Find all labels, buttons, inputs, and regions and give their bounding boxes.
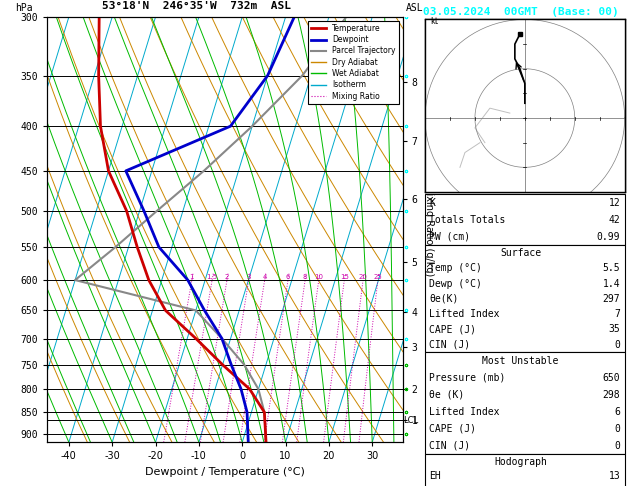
Text: Most Unstable: Most Unstable bbox=[482, 356, 559, 366]
Text: Pressure (mb): Pressure (mb) bbox=[430, 373, 506, 383]
Text: EH: EH bbox=[430, 471, 441, 481]
Text: 42: 42 bbox=[609, 215, 620, 225]
Text: 0: 0 bbox=[615, 424, 620, 434]
Bar bbox=[425, 352, 625, 454]
Text: 1: 1 bbox=[189, 274, 194, 280]
Text: K: K bbox=[430, 198, 435, 208]
Text: Dewp (°C): Dewp (°C) bbox=[430, 278, 482, 289]
Text: 650: 650 bbox=[603, 373, 620, 383]
Text: CAPE (J): CAPE (J) bbox=[430, 325, 476, 334]
Text: Totals Totals: Totals Totals bbox=[430, 215, 506, 225]
Text: Lifted Index: Lifted Index bbox=[430, 309, 500, 319]
Text: hPa: hPa bbox=[15, 3, 33, 13]
Text: 25: 25 bbox=[374, 274, 382, 280]
Text: 0: 0 bbox=[615, 441, 620, 451]
Legend: Temperature, Dewpoint, Parcel Trajectory, Dry Adiabat, Wet Adiabat, Isotherm, Mi: Temperature, Dewpoint, Parcel Trajectory… bbox=[308, 21, 399, 104]
Text: 0: 0 bbox=[615, 340, 620, 350]
Text: Lifted Index: Lifted Index bbox=[430, 407, 500, 417]
Text: θe(K): θe(K) bbox=[430, 294, 459, 304]
Text: 1.5: 1.5 bbox=[206, 274, 218, 280]
Text: 15: 15 bbox=[340, 274, 348, 280]
Text: kt: kt bbox=[430, 17, 438, 26]
Text: Hodograph: Hodograph bbox=[494, 457, 547, 467]
Text: PW (cm): PW (cm) bbox=[430, 232, 470, 242]
Text: 297: 297 bbox=[603, 294, 620, 304]
Text: 53°18'N  246°35'W  732m  ASL: 53°18'N 246°35'W 732m ASL bbox=[102, 0, 291, 11]
Y-axis label: Mixing Ratio (g/kg): Mixing Ratio (g/kg) bbox=[424, 184, 434, 276]
Text: 7: 7 bbox=[615, 309, 620, 319]
Text: Temp (°C): Temp (°C) bbox=[430, 263, 482, 273]
Text: Surface: Surface bbox=[500, 248, 541, 258]
Text: 0.99: 0.99 bbox=[597, 232, 620, 242]
Text: 13: 13 bbox=[609, 471, 620, 481]
Text: 1.4: 1.4 bbox=[603, 278, 620, 289]
Text: CIN (J): CIN (J) bbox=[430, 441, 470, 451]
Bar bbox=[425, 245, 625, 352]
Text: 2: 2 bbox=[225, 274, 229, 280]
Bar bbox=[425, 194, 625, 245]
Bar bbox=[425, 454, 625, 486]
Text: 298: 298 bbox=[603, 390, 620, 400]
Text: 6: 6 bbox=[286, 274, 290, 280]
Text: 4: 4 bbox=[262, 274, 267, 280]
Text: km
ASL: km ASL bbox=[406, 0, 424, 13]
Text: 10: 10 bbox=[314, 274, 323, 280]
Text: LCL: LCL bbox=[403, 416, 418, 425]
Text: 5.5: 5.5 bbox=[603, 263, 620, 273]
Text: 03.05.2024  00GMT  (Base: 00): 03.05.2024 00GMT (Base: 00) bbox=[423, 7, 618, 17]
Text: CIN (J): CIN (J) bbox=[430, 340, 470, 350]
Text: 35: 35 bbox=[609, 325, 620, 334]
Text: CAPE (J): CAPE (J) bbox=[430, 424, 476, 434]
X-axis label: Dewpoint / Temperature (°C): Dewpoint / Temperature (°C) bbox=[145, 467, 305, 477]
Text: 3: 3 bbox=[247, 274, 251, 280]
Text: 8: 8 bbox=[303, 274, 308, 280]
Text: 6: 6 bbox=[615, 407, 620, 417]
Bar bbox=[425, 19, 625, 192]
Text: 20: 20 bbox=[359, 274, 367, 280]
Text: θe (K): θe (K) bbox=[430, 390, 465, 400]
Text: 12: 12 bbox=[609, 198, 620, 208]
